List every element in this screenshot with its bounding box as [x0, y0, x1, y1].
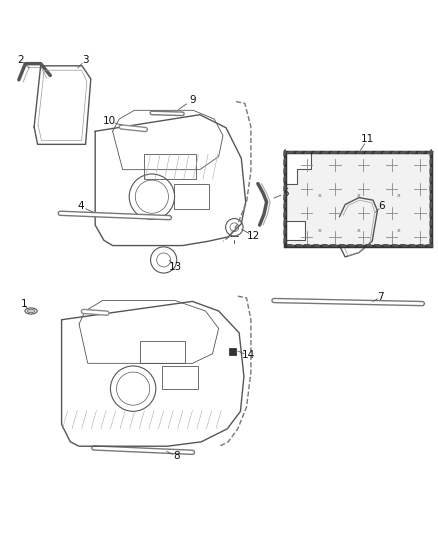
- Text: 10: 10: [103, 116, 116, 126]
- Polygon shape: [283, 184, 285, 191]
- Text: 7: 7: [377, 292, 383, 302]
- Bar: [140, 341, 184, 364]
- Polygon shape: [347, 245, 354, 246]
- Text: 9: 9: [189, 95, 195, 105]
- Polygon shape: [365, 245, 371, 246]
- Polygon shape: [408, 245, 415, 246]
- Polygon shape: [429, 167, 431, 174]
- Polygon shape: [283, 202, 285, 208]
- Polygon shape: [429, 176, 431, 182]
- Bar: [229, 348, 236, 354]
- Text: x: x: [357, 193, 360, 198]
- Polygon shape: [295, 152, 302, 153]
- Polygon shape: [417, 245, 424, 246]
- Polygon shape: [429, 193, 431, 200]
- Polygon shape: [391, 245, 397, 246]
- Polygon shape: [321, 152, 328, 153]
- Polygon shape: [304, 245, 311, 246]
- Text: 5: 5: [282, 188, 289, 198]
- Polygon shape: [313, 152, 319, 153]
- Text: x: x: [396, 193, 399, 198]
- Polygon shape: [283, 176, 285, 182]
- Polygon shape: [399, 152, 406, 153]
- Polygon shape: [429, 158, 431, 165]
- Text: x: x: [357, 228, 360, 233]
- Text: 14: 14: [241, 351, 254, 360]
- Polygon shape: [286, 245, 293, 246]
- Polygon shape: [284, 152, 430, 246]
- Polygon shape: [374, 245, 380, 246]
- Text: 4: 4: [77, 201, 84, 211]
- Polygon shape: [283, 228, 285, 235]
- Polygon shape: [356, 245, 363, 246]
- Polygon shape: [304, 152, 311, 153]
- Polygon shape: [408, 152, 415, 153]
- Text: 13: 13: [169, 262, 182, 271]
- Polygon shape: [429, 228, 431, 235]
- Text: x: x: [317, 228, 321, 233]
- Polygon shape: [283, 150, 285, 156]
- Text: 12: 12: [246, 231, 260, 241]
- Polygon shape: [399, 245, 406, 246]
- Polygon shape: [365, 152, 371, 153]
- Polygon shape: [382, 245, 389, 246]
- Bar: [144, 154, 195, 179]
- Polygon shape: [374, 152, 380, 153]
- Polygon shape: [295, 245, 302, 246]
- Polygon shape: [391, 152, 397, 153]
- Polygon shape: [313, 245, 319, 246]
- Bar: [284, 152, 430, 246]
- Polygon shape: [429, 220, 431, 226]
- Polygon shape: [321, 245, 328, 246]
- Polygon shape: [356, 152, 363, 153]
- Polygon shape: [330, 152, 336, 153]
- Polygon shape: [283, 211, 285, 217]
- Ellipse shape: [27, 309, 35, 313]
- Polygon shape: [429, 150, 431, 156]
- Polygon shape: [339, 152, 345, 153]
- Text: x: x: [396, 228, 399, 233]
- Text: 3: 3: [81, 55, 88, 65]
- Polygon shape: [286, 152, 293, 153]
- Polygon shape: [330, 245, 336, 246]
- Polygon shape: [426, 152, 432, 153]
- Text: 8: 8: [173, 451, 180, 461]
- Text: 1: 1: [21, 300, 27, 310]
- Polygon shape: [283, 237, 285, 244]
- Polygon shape: [283, 220, 285, 226]
- Polygon shape: [347, 152, 354, 153]
- Polygon shape: [283, 167, 285, 174]
- Polygon shape: [429, 237, 431, 244]
- Polygon shape: [417, 152, 424, 153]
- Text: 6: 6: [378, 201, 384, 211]
- Polygon shape: [429, 211, 431, 217]
- Bar: [162, 366, 197, 389]
- Polygon shape: [284, 221, 304, 240]
- Polygon shape: [429, 184, 431, 191]
- Bar: [173, 183, 209, 209]
- Polygon shape: [429, 202, 431, 208]
- Polygon shape: [426, 245, 432, 246]
- Polygon shape: [283, 158, 285, 165]
- Text: 2: 2: [17, 55, 23, 65]
- Polygon shape: [283, 193, 285, 200]
- Text: 11: 11: [360, 134, 374, 144]
- Polygon shape: [284, 152, 311, 183]
- Polygon shape: [339, 245, 345, 246]
- Text: x: x: [317, 193, 321, 198]
- Polygon shape: [382, 152, 389, 153]
